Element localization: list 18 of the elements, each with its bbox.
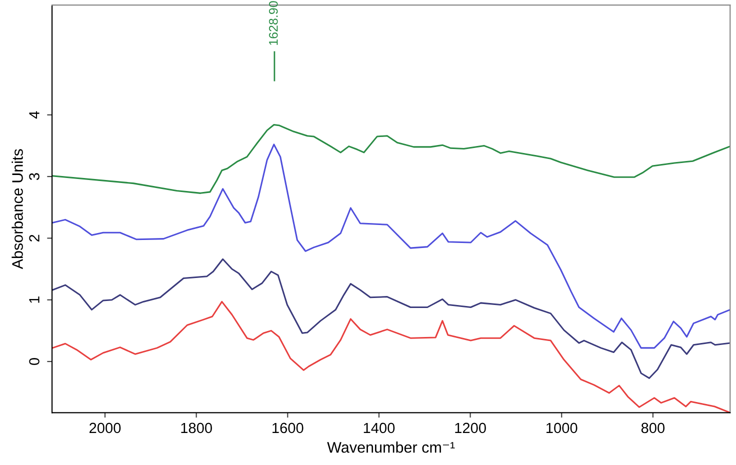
line-series <box>52 124 730 194</box>
x-tick-label: 1200 <box>455 422 486 434</box>
x-tick-label: 1400 <box>364 422 395 434</box>
y-tick-label: 2 <box>29 234 40 242</box>
line-series <box>52 258 730 379</box>
ref-line-label: 1628.90 <box>268 1 278 45</box>
y-tick-label: 0 <box>29 358 40 365</box>
x-tick-label: 1800 <box>181 422 212 434</box>
x-tick-label: 800 <box>641 422 665 434</box>
y-tick-label: 4 <box>29 111 40 119</box>
x-tick-label: 1600 <box>272 422 304 434</box>
y-axis-title: Absorbance Units <box>12 149 23 270</box>
x-axis-title: Wavenumber cm⁻¹ <box>327 442 455 453</box>
line-series <box>52 144 730 349</box>
y-tick-label: 3 <box>29 173 40 180</box>
x-tick-label: 2000 <box>90 422 121 434</box>
x-tick-label: 1000 <box>546 422 578 434</box>
y-tick-label: 1 <box>29 296 40 303</box>
